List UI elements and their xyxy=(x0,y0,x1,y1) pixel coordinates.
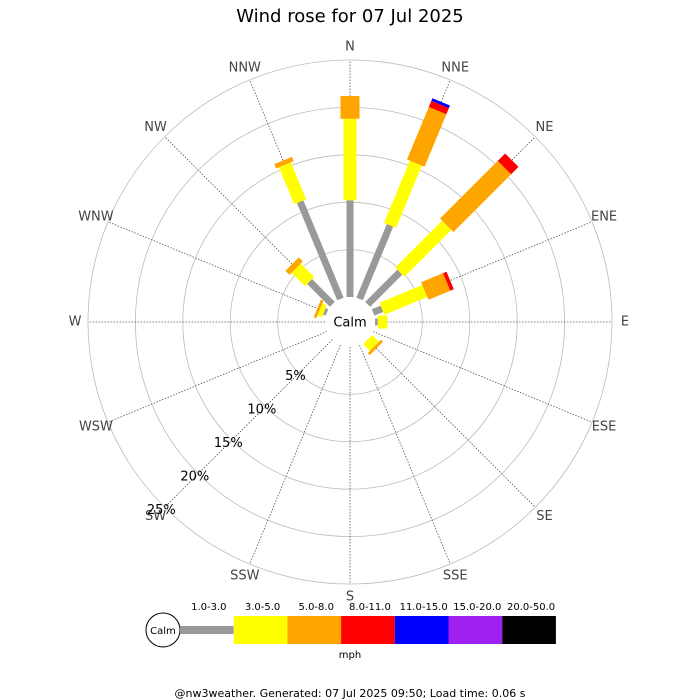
bar-segment xyxy=(395,220,452,277)
legend-label: 3.0-5.0 xyxy=(245,602,280,613)
tick-label: 15% xyxy=(214,436,243,451)
bar-segment xyxy=(356,223,394,301)
direction-label: S xyxy=(346,590,354,605)
bar-segment xyxy=(313,299,324,319)
direction-label: NNE xyxy=(441,60,469,75)
footer: @nw3weather. Generated: 07 Jul 2025 09:5… xyxy=(175,687,526,700)
bar-segment xyxy=(363,335,379,351)
chart-title: Wind rose for 07 Jul 2025 xyxy=(236,6,464,27)
calm-label: Calm xyxy=(333,316,366,331)
bar-segment xyxy=(443,271,454,291)
legend-swatch xyxy=(180,626,234,634)
tick-label: 10% xyxy=(247,403,276,418)
bar-segment xyxy=(317,303,327,318)
direction-label: NNW xyxy=(229,60,261,75)
bar-segment xyxy=(384,160,422,228)
calm-circle xyxy=(325,297,375,347)
legend-label: 15.0-20.0 xyxy=(453,602,501,613)
spoke xyxy=(107,221,328,313)
legend-swatch xyxy=(287,616,342,644)
bar-segment xyxy=(407,106,447,167)
spoke xyxy=(367,339,536,508)
legend-label: 11.0-15.0 xyxy=(400,602,448,613)
bar-segment xyxy=(322,308,329,316)
spoke xyxy=(107,331,328,423)
legend-swatch xyxy=(233,616,288,644)
direction-label: W xyxy=(69,315,82,330)
bar-segment xyxy=(428,100,449,115)
bar-segment xyxy=(274,156,294,169)
direction-label: SSE xyxy=(443,569,468,584)
legend-swatch xyxy=(448,616,503,644)
bar-segment xyxy=(365,269,403,307)
direction-label: NW xyxy=(144,120,167,135)
tick-label: 5% xyxy=(285,369,306,384)
spoke xyxy=(372,331,593,423)
direction-label: N xyxy=(345,40,355,55)
bar-segment xyxy=(497,153,519,175)
bar-segment xyxy=(431,98,450,109)
direction-label: E xyxy=(621,315,629,330)
bar-segment xyxy=(421,273,451,300)
direction-label: NE xyxy=(535,120,553,135)
bar-segment xyxy=(307,279,335,307)
bar-segment xyxy=(285,257,303,275)
direction-label: WNW xyxy=(78,209,114,224)
direction-label: ESE xyxy=(592,420,617,435)
legend-swatch xyxy=(341,616,395,644)
legend-label: 20.0-50.0 xyxy=(507,602,555,613)
legend-label: 1.0-3.0 xyxy=(191,602,226,613)
bar-segment xyxy=(278,162,307,205)
spoke xyxy=(359,344,451,565)
direction-label: SE xyxy=(536,509,552,524)
tick-label: 20% xyxy=(180,470,209,485)
direction-label: WSW xyxy=(79,420,113,435)
bar-segment xyxy=(379,285,428,315)
direction-label: ENE xyxy=(591,209,617,224)
bar-segment xyxy=(371,305,384,316)
grid-ring xyxy=(87,59,613,585)
bar-segment xyxy=(367,339,384,356)
legend-label: 5.0-8.0 xyxy=(299,602,334,613)
spoke xyxy=(164,339,333,508)
bar-segment xyxy=(440,160,512,232)
legend-unit: mph xyxy=(339,650,361,661)
legend-swatch xyxy=(502,616,556,644)
bar-segment xyxy=(291,263,315,287)
bar-segment xyxy=(296,200,344,301)
direction-label: SSW xyxy=(230,569,260,584)
legend-swatch xyxy=(394,616,449,644)
spoke xyxy=(249,344,341,565)
legend-label: 8.0-11.0 xyxy=(349,602,391,613)
tick-label: 25% xyxy=(147,503,176,518)
direction-label: SW xyxy=(145,509,166,524)
legend-calm-label: Calm xyxy=(150,626,176,637)
